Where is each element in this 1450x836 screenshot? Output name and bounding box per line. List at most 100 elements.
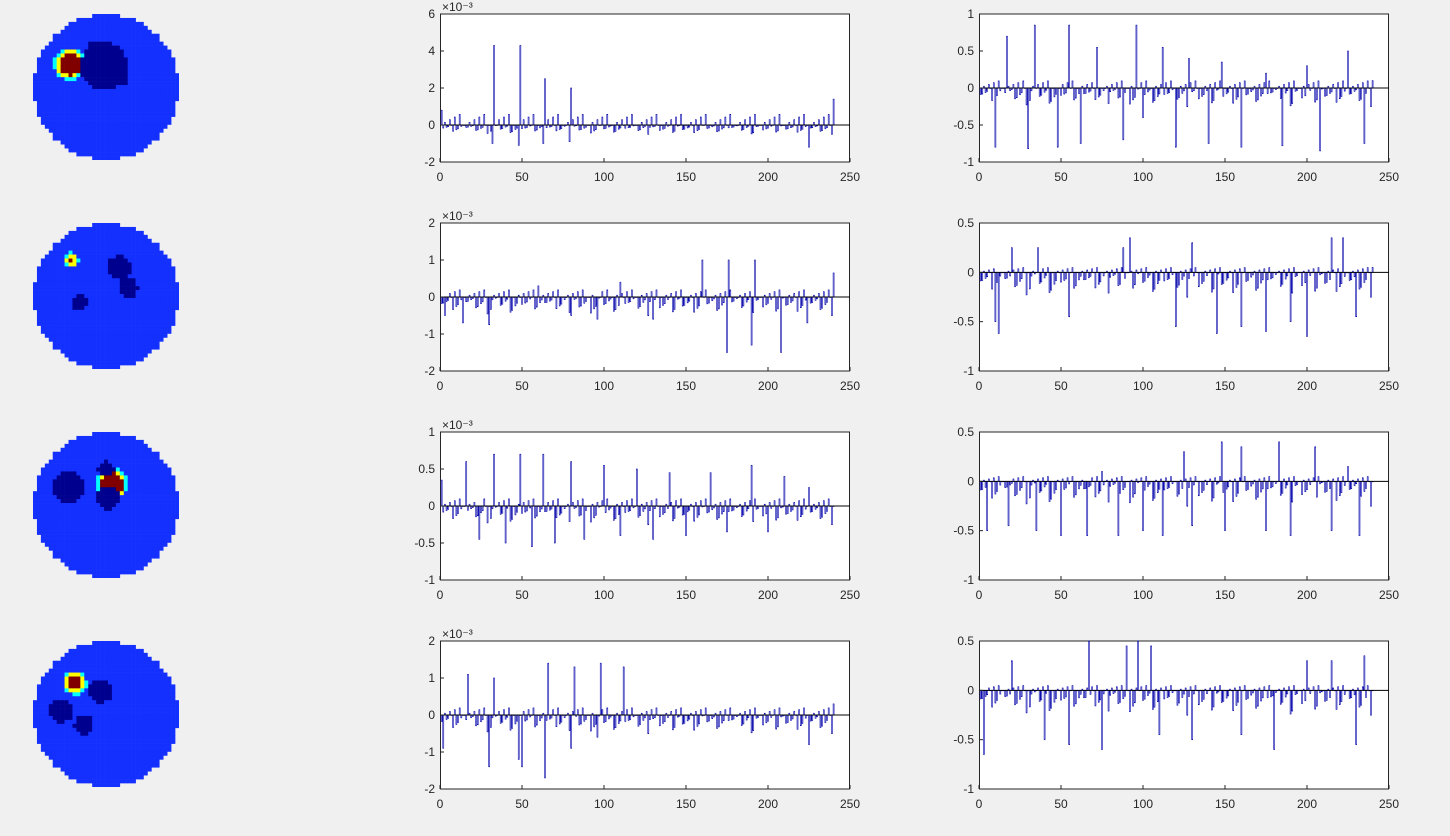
phantom-pixel	[120, 503, 124, 507]
phantom-pixel	[92, 436, 96, 440]
phantom-pixel	[100, 558, 104, 562]
phantom-pixel	[136, 247, 140, 251]
phantom-pixel	[100, 523, 104, 527]
phantom-pixel	[76, 475, 80, 479]
phantom-pixel	[140, 239, 144, 243]
phantom-pixel	[92, 243, 96, 247]
phantom-pixel	[108, 231, 112, 235]
phantom-pixel	[128, 318, 132, 322]
phantom-pixel	[72, 259, 76, 263]
y-tick-label: -0.5	[953, 315, 974, 329]
phantom-pixel	[136, 562, 140, 566]
phantom-pixel	[143, 539, 147, 543]
phantom-pixel	[132, 247, 136, 251]
phantom-pixel	[69, 519, 73, 523]
phantom-pixel	[116, 247, 120, 251]
phantom-pixel	[108, 558, 112, 562]
phantom-pixel	[163, 61, 167, 65]
phantom-pixel	[167, 117, 171, 121]
phantom-pixel	[92, 144, 96, 148]
phantom-pixel	[140, 101, 144, 105]
phantom-pixel	[112, 314, 116, 318]
phantom-pixel	[167, 487, 171, 491]
phantom-pixel	[163, 282, 167, 286]
phantom-pixel	[147, 483, 151, 487]
x-tick-label: 250	[840, 379, 860, 393]
phantom-pixel	[116, 113, 120, 117]
phantom-pixels	[33, 14, 179, 160]
phantom-pixel	[124, 105, 128, 109]
phantom-pixel	[100, 26, 104, 30]
phantom-pixel	[128, 270, 132, 274]
phantom-pixel	[57, 274, 61, 278]
phantom-pixel	[136, 57, 140, 61]
phantom-pixel	[112, 274, 116, 278]
y-tick-label: 1	[967, 7, 974, 21]
phantom-pixel	[92, 535, 96, 539]
phantom-pixel	[116, 475, 120, 479]
phantom-pixel	[57, 673, 61, 677]
phantom-pixel	[132, 562, 136, 566]
phantom-pixel	[151, 330, 155, 334]
phantom-pixel	[69, 330, 73, 334]
phantom-pixel	[69, 527, 73, 531]
phantom-pixel	[112, 432, 116, 436]
phantom-pixel	[124, 444, 128, 448]
phantom-pixel	[104, 42, 108, 46]
phantom-pixel	[120, 464, 124, 468]
phantom-pixel	[72, 337, 76, 341]
phantom-pixel	[116, 18, 120, 22]
phantom-pixel	[53, 499, 57, 503]
phantom-pixel	[124, 239, 128, 243]
phantom-pixel	[61, 523, 65, 527]
phantom-pixel	[80, 542, 84, 546]
phantom-pixel	[61, 42, 65, 46]
phantom-pixel	[159, 302, 163, 306]
phantom-pixel	[65, 326, 69, 330]
phantom-pixel	[143, 326, 147, 330]
phantom-pixel	[84, 322, 88, 326]
phantom-pixel	[116, 77, 120, 81]
phantom-pixel	[132, 61, 136, 65]
phantom-pixel	[61, 755, 65, 759]
phantom-pixel	[116, 302, 120, 306]
phantom-pixel	[143, 298, 147, 302]
phantom-pixel	[37, 531, 41, 535]
phantom-pixel	[49, 61, 53, 65]
phantom-pixel	[57, 266, 61, 270]
phantom-pixel	[163, 479, 167, 483]
phantom-pixel	[37, 109, 41, 113]
phantom-pixel	[84, 227, 88, 231]
phantom-pixel	[100, 286, 104, 290]
phantom-pixel	[57, 499, 61, 503]
phantom-pixel	[151, 535, 155, 539]
phantom-pixel	[65, 349, 69, 353]
phantom-pixel	[120, 121, 124, 125]
phantom-pixel	[140, 539, 144, 543]
phantom-pixel	[49, 744, 53, 748]
phantom-pixel	[45, 491, 49, 495]
phantom-pixel	[84, 448, 88, 452]
phantom-pixel	[80, 81, 84, 85]
phantom-pixel	[45, 483, 49, 487]
phantom-pixel	[147, 286, 151, 290]
phantom-pixel	[147, 105, 151, 109]
phantom-pixel	[80, 310, 84, 314]
phantom-pixel	[45, 684, 49, 688]
phantom-pixel	[147, 109, 151, 113]
phantom-pixel	[151, 128, 155, 132]
phantom-pixel	[124, 274, 128, 278]
phantom-pixel	[104, 223, 108, 227]
phantom-pixel	[116, 310, 120, 314]
phantom-pixel	[49, 53, 53, 57]
phantom-pixel	[147, 124, 151, 128]
phantom-pixel	[96, 46, 100, 50]
phantom-pixel	[116, 487, 120, 491]
phantom-pixel	[108, 507, 112, 511]
phantom-pixel	[151, 326, 155, 330]
phantom-pixel	[37, 708, 41, 712]
phantom-pixel	[84, 535, 88, 539]
phantom-pixel	[37, 519, 41, 523]
phantom-pixel	[65, 97, 69, 101]
phantom-pixel	[96, 539, 100, 543]
